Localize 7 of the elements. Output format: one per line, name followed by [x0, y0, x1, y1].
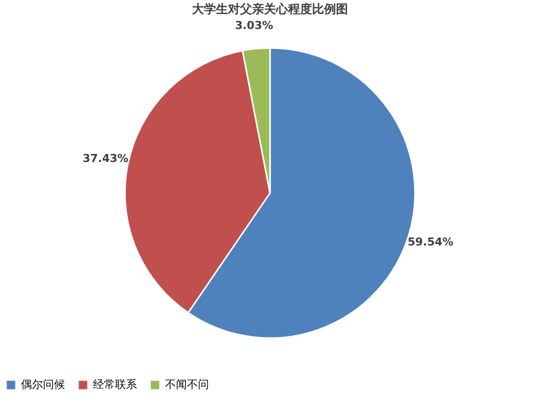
legend-label: 不闻不问: [165, 378, 209, 391]
legend-label: 偶尔问候: [21, 378, 65, 391]
data-label: 37.43%: [82, 152, 128, 165]
data-label: 3.03%: [234, 18, 274, 32]
chart-title: 大学生对父亲关心程度比例图: [192, 2, 348, 16]
legend-label: 经常联系: [93, 378, 137, 391]
data-label: 59.54%: [408, 236, 454, 249]
